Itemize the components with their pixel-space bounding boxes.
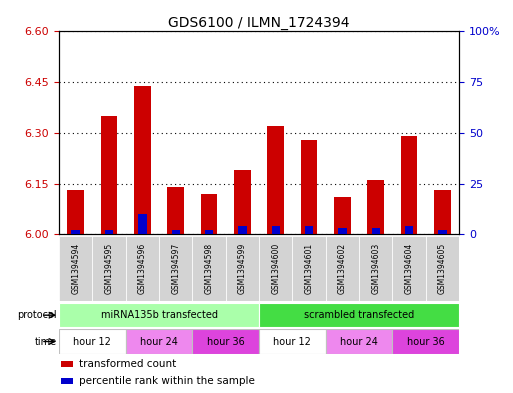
Bar	[326, 236, 359, 301]
Bar	[92, 236, 126, 301]
Bar	[67, 190, 84, 234]
Bar	[326, 329, 392, 354]
Bar	[434, 190, 451, 234]
Bar	[134, 86, 151, 234]
Text: GSM1394602: GSM1394602	[338, 243, 347, 294]
Bar	[171, 230, 180, 234]
Text: GSM1394594: GSM1394594	[71, 243, 80, 294]
Bar	[292, 236, 326, 301]
Text: hour 36: hour 36	[207, 336, 245, 347]
Text: GSM1394598: GSM1394598	[205, 243, 213, 294]
Bar	[334, 197, 351, 234]
Text: transformed count: transformed count	[79, 359, 176, 369]
Bar	[192, 329, 259, 354]
Bar	[238, 226, 247, 234]
Bar	[61, 361, 73, 367]
Bar	[226, 236, 259, 301]
Bar	[338, 228, 347, 234]
Text: GSM1394595: GSM1394595	[105, 243, 113, 294]
Bar	[138, 214, 147, 234]
Text: hour 12: hour 12	[273, 336, 311, 347]
Bar	[371, 228, 380, 234]
Bar	[205, 230, 213, 234]
Title: GDS6100 / ILMN_1724394: GDS6100 / ILMN_1724394	[168, 17, 350, 30]
Bar	[259, 329, 326, 354]
Text: GSM1394599: GSM1394599	[238, 243, 247, 294]
Text: GSM1394600: GSM1394600	[271, 243, 280, 294]
Bar	[71, 230, 80, 234]
Bar	[392, 236, 426, 301]
Text: hour 12: hour 12	[73, 336, 111, 347]
Bar	[61, 378, 73, 384]
Bar	[201, 194, 218, 234]
Text: time: time	[34, 336, 56, 347]
Text: hour 24: hour 24	[140, 336, 178, 347]
Text: miRNA135b transfected: miRNA135b transfected	[101, 310, 218, 320]
Bar	[367, 180, 384, 234]
Bar	[126, 236, 159, 301]
Text: hour 36: hour 36	[407, 336, 445, 347]
Bar	[105, 230, 113, 234]
Bar	[234, 170, 251, 234]
Text: percentile rank within the sample: percentile rank within the sample	[79, 376, 255, 386]
Text: GSM1394605: GSM1394605	[438, 243, 447, 294]
Bar	[59, 329, 126, 354]
Bar	[271, 226, 280, 234]
Bar	[259, 236, 292, 301]
Bar	[59, 303, 259, 327]
Bar	[359, 236, 392, 301]
Text: scrambled transfected: scrambled transfected	[304, 310, 414, 320]
Bar	[405, 226, 413, 234]
Bar	[159, 236, 192, 301]
Bar	[259, 303, 459, 327]
Text: GSM1394604: GSM1394604	[405, 243, 413, 294]
Bar	[438, 230, 447, 234]
Bar	[192, 236, 226, 301]
Bar	[59, 236, 92, 301]
Text: GSM1394603: GSM1394603	[371, 243, 380, 294]
Text: GSM1394597: GSM1394597	[171, 243, 180, 294]
Text: protocol: protocol	[17, 310, 56, 320]
Bar	[392, 329, 459, 354]
Bar	[167, 187, 184, 234]
Text: hour 24: hour 24	[340, 336, 378, 347]
Text: GSM1394601: GSM1394601	[305, 243, 313, 294]
Text: GSM1394596: GSM1394596	[138, 243, 147, 294]
Bar	[267, 126, 284, 234]
Bar	[305, 226, 313, 234]
Bar	[126, 329, 192, 354]
Bar	[301, 140, 318, 234]
Bar	[101, 116, 117, 234]
Bar	[426, 236, 459, 301]
Bar	[401, 136, 418, 234]
